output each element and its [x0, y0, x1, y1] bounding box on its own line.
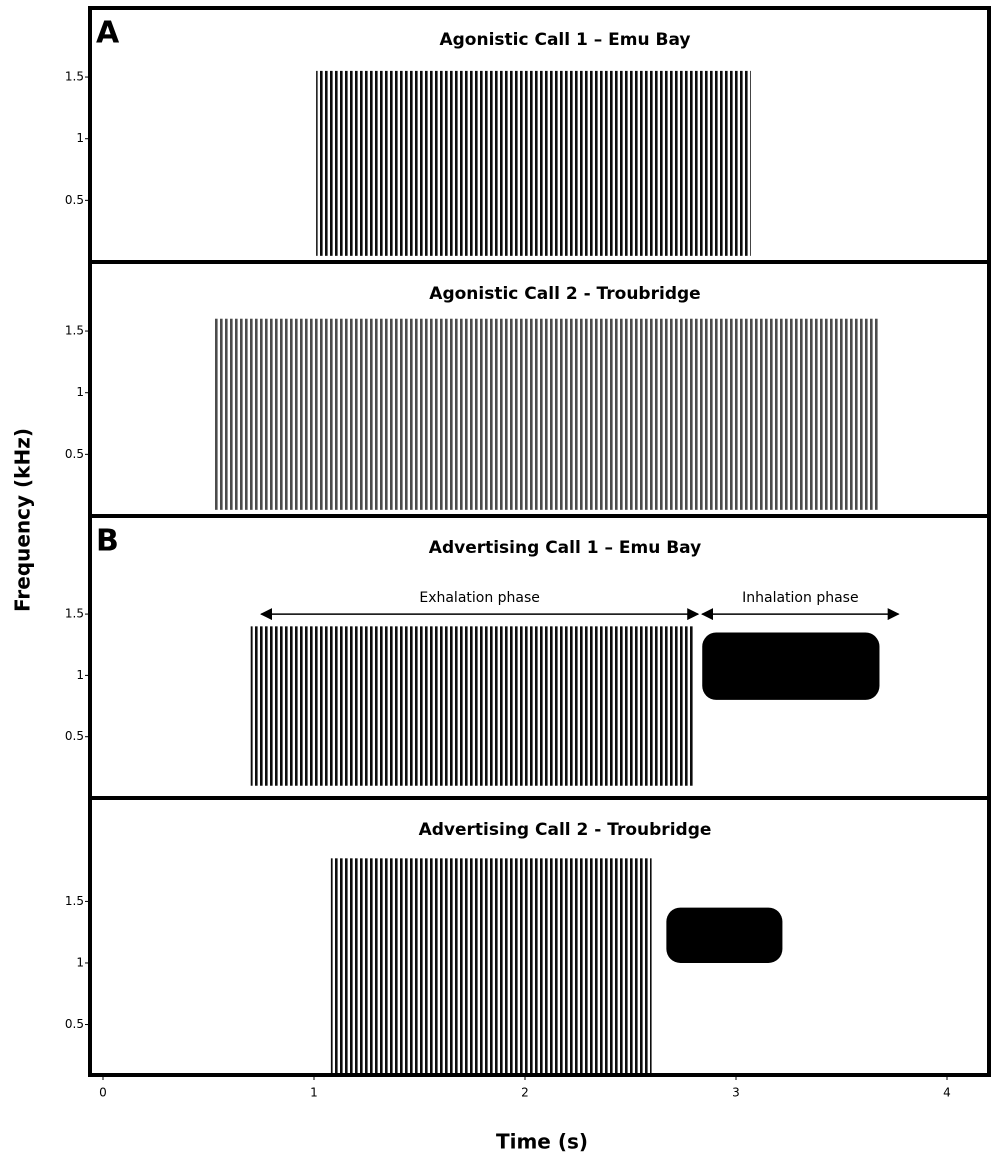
y-tick-label: 1.5 — [65, 607, 84, 621]
spectrogram-segment — [666, 907, 783, 963]
panel-title: Agonistic Call 2 - Troubridge — [429, 284, 700, 304]
spectrogram-segment — [316, 70, 751, 256]
y-tick-label: 1 — [76, 131, 84, 145]
panel-title: Agonistic Call 1 – Emu Bay — [439, 30, 690, 50]
spectrogram-segment — [330, 858, 652, 1074]
x-tick-label: 1 — [310, 1086, 318, 1100]
panel-title: Advertising Call 1 – Emu Bay — [429, 538, 701, 558]
y-tick-label: 0.5 — [65, 1017, 84, 1031]
panel-letter: B — [96, 524, 119, 559]
y-tick-label: 0.5 — [65, 729, 84, 743]
y-tick-label: 1.5 — [65, 324, 84, 338]
y-tick-label: 1.5 — [65, 894, 84, 908]
x-axis-label: Time (s) — [496, 1130, 588, 1154]
annotation: Inhalation phase — [742, 590, 858, 606]
y-tick-label: 0.5 — [65, 193, 84, 207]
y-tick-label: 0.5 — [65, 447, 84, 461]
panel-title: Advertising Call 2 - Troubridge — [419, 820, 712, 840]
y-tick-label: 1 — [76, 955, 84, 969]
y-axis-label: Frequency (kHz) — [11, 428, 35, 612]
spectrogram-segment — [702, 632, 880, 700]
panel-letter: A — [96, 16, 120, 51]
x-tick-label: 3 — [732, 1086, 740, 1100]
x-tick-label: 0 — [99, 1086, 107, 1100]
y-tick-label: 1 — [76, 385, 84, 399]
y-tick-label: 1 — [76, 668, 84, 682]
annotation: Exhalation phase — [419, 590, 540, 606]
spectrogram-segment — [214, 318, 880, 510]
y-tick-label: 1.5 — [65, 70, 84, 84]
panel-frame — [88, 796, 991, 1077]
x-tick-label: 2 — [521, 1086, 529, 1100]
spectrogram-segment — [250, 626, 694, 786]
x-tick-label: 4 — [943, 1086, 951, 1100]
